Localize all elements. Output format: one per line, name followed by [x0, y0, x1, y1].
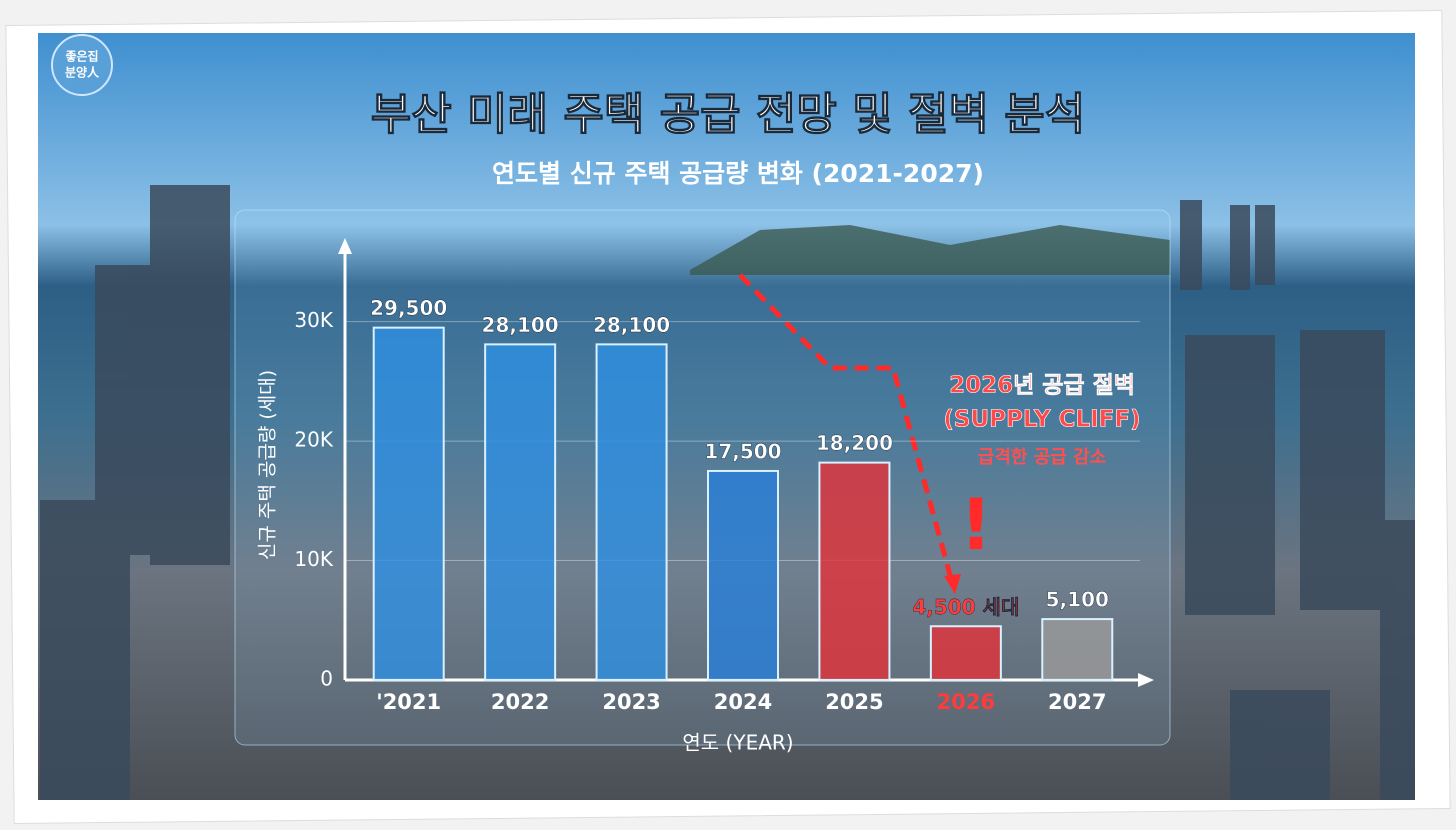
y-tick-label: 10K: [294, 547, 333, 571]
x-tick-label: '2021: [376, 690, 441, 714]
bar: [707, 469, 779, 681]
logo-text: 좋은집: [65, 49, 98, 64]
logo-text: 분양人: [65, 65, 100, 80]
y-tick-label: 20K: [294, 428, 333, 452]
cliff-arrow: [738, 273, 955, 583]
bar: [484, 343, 557, 681]
value-label: 28,100: [593, 313, 670, 337]
x-axis-label: 연도 (YEAR): [682, 731, 793, 755]
bar: [595, 343, 668, 681]
value-label: 18,200: [816, 431, 893, 455]
x-axis-arrow: [1138, 673, 1154, 687]
value-label: 4,500 세대: [912, 595, 1019, 619]
annotation: (SUPPLY CLIFF): [943, 407, 1140, 433]
value-label: 17,500: [704, 439, 781, 463]
logo: [51, 34, 113, 96]
y-tick-label: 0: [320, 667, 333, 691]
y-tick-label: 30K: [294, 308, 333, 332]
chart-panel: [234, 209, 1171, 746]
x-tick-label: 2023: [602, 690, 660, 714]
chart-subtitle: 연도별 신규 주택 공급량 변화 (2021-2027): [492, 159, 984, 188]
annotation: 2026년 공급 절벽: [949, 373, 1135, 399]
x-tick-label: 2026: [937, 690, 995, 714]
bar: [818, 461, 891, 681]
value-label: 28,100: [482, 313, 559, 337]
annotation: 급격한 공급 감소: [978, 447, 1106, 468]
value-label: 5,100: [1046, 588, 1109, 612]
city-buildings: [40, 185, 1415, 800]
bar: [372, 326, 445, 681]
value-label: 29,500: [370, 296, 447, 320]
x-tick-label: 2022: [491, 690, 549, 714]
y-axis-label: 신규 주택 공급량 (세대): [257, 370, 279, 560]
x-tick-label: 2024: [714, 690, 772, 714]
y-axis-arrow: [338, 238, 352, 254]
warning-mark: !: [960, 484, 992, 566]
cliff-arrow-head: [944, 574, 961, 594]
bar: [929, 625, 1002, 681]
x-tick-label: 2025: [825, 690, 883, 714]
chart-title: 부산 미래 주택 공급 전망 및 절벽 분석: [371, 89, 1085, 140]
mountains: [690, 225, 1170, 275]
x-tick-label: 2027: [1048, 690, 1106, 714]
bar: [1041, 618, 1114, 681]
